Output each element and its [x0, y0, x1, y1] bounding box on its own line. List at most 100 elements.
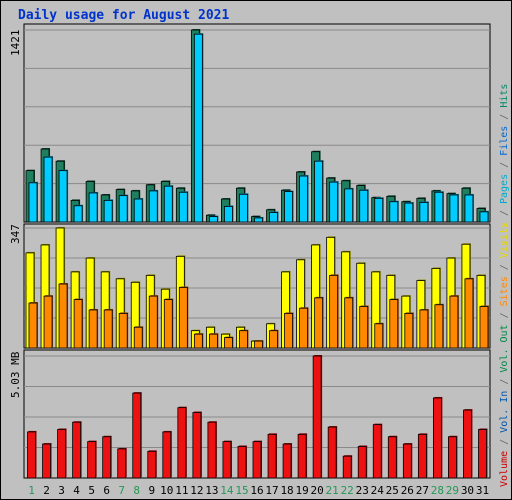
x-tick-label-day-13: 13 [205, 484, 218, 497]
bar-files-day-9 [148, 190, 158, 223]
x-tick-label-day-1: 1 [28, 484, 35, 497]
legend-entry: / [499, 108, 510, 126]
y-max-label-bottom: 5.03 MB [9, 351, 22, 398]
bar-files-day-22 [344, 188, 354, 223]
bar-sites-day-23 [359, 306, 369, 349]
chart-title: Daily usage for August 2021 [18, 8, 229, 23]
legend-entry: / [499, 433, 510, 451]
bar-sites-day-26 [404, 313, 414, 349]
bar-files-day-18 [284, 191, 293, 223]
legend-entry: Vol. In [499, 391, 510, 433]
x-tick-label-day-7: 7 [118, 484, 125, 497]
bar-sites-day-14 [224, 337, 233, 349]
bar-sites-day-8 [133, 326, 143, 349]
legend-entry: Pages [499, 174, 510, 204]
x-tick-label-day-10: 10 [160, 484, 173, 497]
bar-files-day-23 [359, 189, 369, 223]
x-tick-label-day-8: 8 [133, 484, 140, 497]
legend-entry: Files [499, 126, 510, 156]
x-tick-label-day-6: 6 [103, 484, 110, 497]
legend-entry: Visits [499, 222, 510, 258]
bar-volume-day-16 [252, 441, 262, 479]
legend-entry: / [499, 258, 510, 276]
x-tick-label-day-17: 17 [265, 484, 278, 497]
legend-entry: / [499, 306, 510, 324]
x-tick-label-day-5: 5 [88, 484, 95, 497]
bar-files-day-6 [103, 199, 113, 223]
bar-sites-day-21 [329, 274, 339, 349]
x-tick-label-day-23: 23 [356, 484, 369, 497]
bar-volume-day-5 [87, 441, 97, 479]
bar-sites-day-27 [419, 309, 429, 349]
legend-entry: Volume [499, 451, 510, 487]
x-axis-day-labels: 1 2 3 4 5 6 7 8 9 10 11 12 13 14 15 16 17 18 19 20 21 22 23 24 2… [28, 484, 489, 497]
x-tick-label-day-2: 2 [43, 484, 50, 497]
legend-entry: Sites [499, 276, 510, 306]
bar-sites-day-1 [28, 302, 38, 349]
bar-sites-day-3 [58, 283, 68, 349]
bar-files-day-3 [58, 170, 68, 223]
bar-files-day-19 [299, 175, 308, 223]
bar-files-day-11 [178, 191, 188, 223]
bar-volume-day-17 [267, 433, 277, 479]
bar-volume-day-22 [342, 455, 352, 479]
x-tick-label-day-11: 11 [175, 484, 188, 497]
bar-sites-day-10 [163, 299, 173, 349]
x-tick-label-day-25: 25 [386, 484, 399, 497]
bar-files-day-28 [434, 191, 444, 223]
bar-volume-day-2 [42, 443, 51, 479]
bar-files-day-17 [269, 212, 278, 223]
legend-entry: / [499, 373, 510, 391]
bar-sites-day-24 [374, 323, 384, 349]
bar-volume-day-6 [102, 436, 112, 479]
x-tick-label-day-18: 18 [280, 484, 293, 497]
bar-sites-day-11 [178, 287, 188, 349]
x-tick-label-day-3: 3 [58, 484, 65, 497]
bar-sites-day-29 [449, 295, 459, 349]
bar-sites-day-2 [43, 295, 53, 349]
bar-files-day-20 [314, 160, 324, 223]
bar-files-day-4 [73, 205, 83, 223]
x-tick-label-day-31: 31 [476, 484, 489, 497]
x-tick-label-day-14: 14 [220, 484, 234, 497]
bar-files-day-25 [389, 201, 399, 223]
x-tick-label-day-15: 15 [235, 484, 248, 497]
bar-sites-day-20 [314, 297, 324, 349]
bar-volume-day-15 [237, 446, 247, 479]
y-axis-max-labels: 1421 347 5.03 MB [9, 30, 22, 399]
panel-volume [23, 349, 491, 479]
x-tick-label-day-19: 19 [295, 484, 308, 497]
x-tick-label-day-12: 12 [190, 484, 203, 497]
bar-sites-day-31 [479, 306, 489, 349]
bar-volume-day-10 [162, 431, 172, 479]
bar-volume-day-27 [417, 433, 427, 479]
bar-sites-day-5 [88, 309, 98, 349]
bar-volume-day-11 [177, 407, 187, 479]
bar-files-day-13 [208, 216, 218, 223]
bar-volume-day-12 [192, 412, 202, 479]
x-tick-label-day-30: 30 [461, 484, 474, 497]
x-tick-label-day-28: 28 [431, 484, 444, 497]
bar-files-day-16 [254, 217, 263, 223]
bar-files-day-1 [28, 182, 38, 223]
bar-sites-day-17 [269, 330, 278, 349]
legend-entry: / [499, 156, 510, 174]
bar-volume-day-26 [402, 443, 412, 479]
bar-files-day-30 [464, 194, 474, 223]
bar-volume-day-14 [222, 441, 232, 479]
y-max-label-top: 1421 [9, 30, 22, 57]
bar-sites-day-22 [344, 297, 354, 349]
bar-volume-day-29 [448, 436, 457, 479]
bar-files-day-7 [118, 195, 128, 223]
bar-volume-day-19 [297, 433, 307, 479]
x-tick-label-day-29: 29 [446, 484, 459, 497]
bar-volume-day-13 [207, 421, 217, 479]
bar-files-day-10 [163, 185, 173, 223]
bar-volume-day-4 [72, 421, 82, 479]
bar-files-day-29 [449, 194, 459, 223]
x-tick-label-day-20: 20 [311, 484, 324, 497]
x-tick-label-day-24: 24 [371, 484, 385, 497]
bar-volume-day-23 [357, 446, 367, 479]
bar-volume-day-25 [387, 436, 397, 479]
